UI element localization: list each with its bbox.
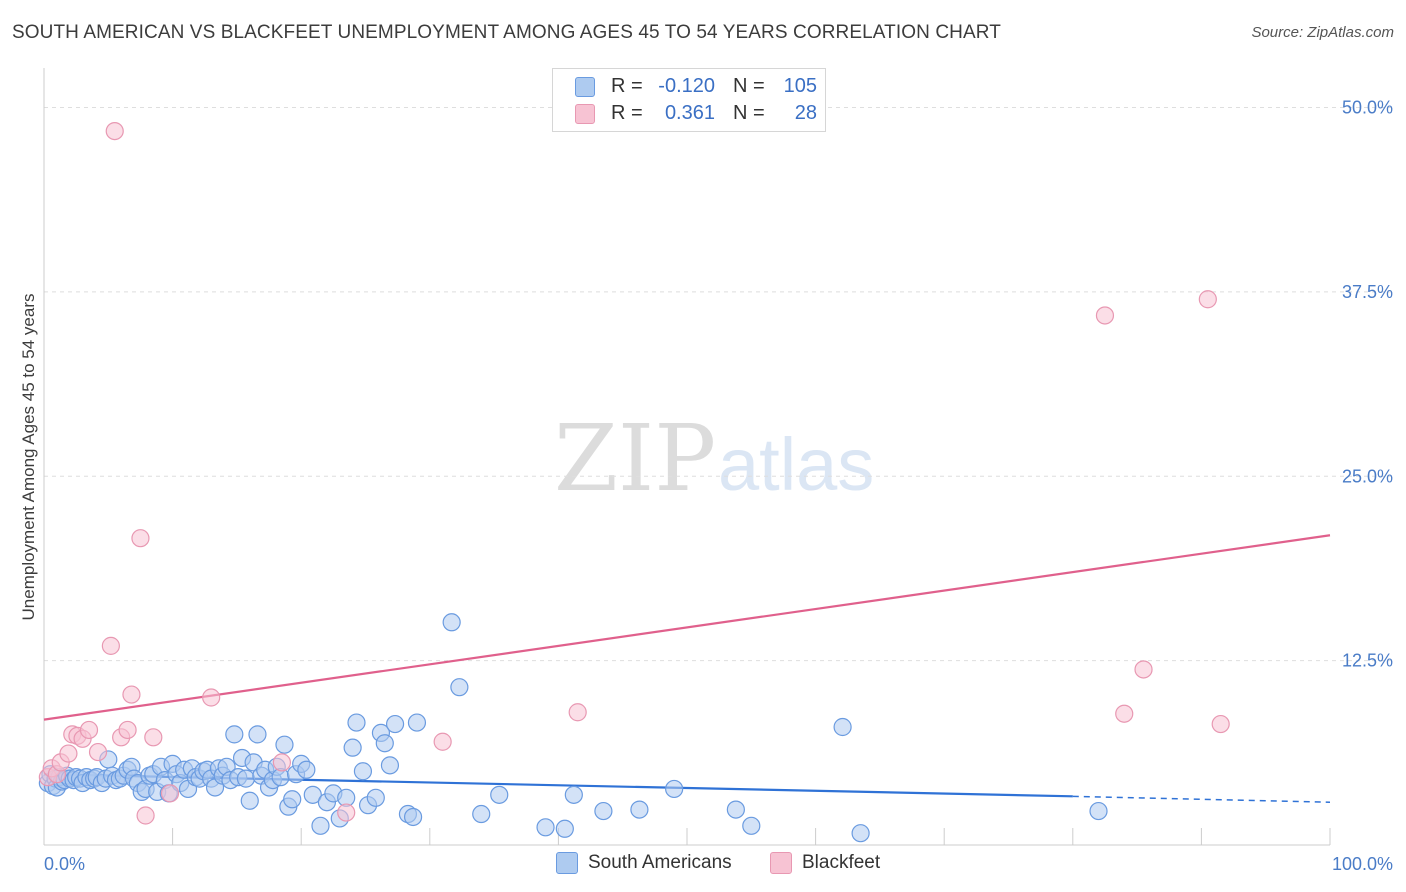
legend-row-south-americans: R = -0.120 N = 105 bbox=[575, 75, 817, 99]
point-blackfeet bbox=[101, 636, 120, 655]
point-south-americans bbox=[225, 725, 244, 744]
point-blackfeet bbox=[568, 703, 587, 722]
point-south-americans bbox=[236, 769, 256, 788]
point-south-americans bbox=[564, 785, 583, 804]
point-blackfeet bbox=[337, 803, 356, 822]
point-blackfeet bbox=[1095, 306, 1115, 325]
point-south-americans bbox=[1089, 801, 1108, 821]
y-tick-label: 25.0% bbox=[1342, 466, 1393, 486]
point-south-americans bbox=[403, 807, 423, 827]
point-blackfeet bbox=[131, 529, 150, 548]
point-blackfeet bbox=[144, 728, 163, 747]
y-tick-labels: 12.5% 25.0% 37.5% 50.0% bbox=[1342, 98, 1393, 671]
point-south-americans bbox=[630, 800, 649, 819]
y-tick-label: 12.5% bbox=[1342, 651, 1393, 671]
point-south-americans bbox=[283, 790, 302, 809]
point-blackfeet bbox=[118, 720, 137, 740]
point-blackfeet bbox=[105, 122, 124, 141]
legend-r-value: 0.361 bbox=[664, 102, 715, 124]
point-blackfeet bbox=[272, 753, 292, 772]
chart-title: SOUTH AMERICAN VS BLACKFEET UNEMPLOYMENT… bbox=[12, 22, 1001, 43]
point-south-americans bbox=[555, 819, 574, 838]
legend-label-blackfeet: Blackfeet bbox=[802, 852, 881, 874]
point-south-americans bbox=[385, 714, 405, 734]
trend-line-blackfeet bbox=[43, 534, 1331, 721]
point-blackfeet bbox=[433, 732, 452, 751]
legend-r-label: R = bbox=[611, 102, 643, 124]
point-south-americans bbox=[353, 762, 373, 781]
point-south-americans bbox=[472, 804, 491, 824]
legend-n-value: 28 bbox=[794, 102, 817, 124]
point-south-americans bbox=[490, 785, 509, 804]
legend-swatch-blackfeet bbox=[770, 852, 792, 874]
point-south-americans bbox=[536, 818, 555, 837]
point-south-americans bbox=[343, 738, 362, 757]
y-tick-label: 50.0% bbox=[1342, 98, 1393, 118]
point-blackfeet bbox=[122, 685, 141, 704]
point-south-americans bbox=[347, 713, 366, 732]
legend-r-label: R = bbox=[611, 75, 643, 97]
legend-n-label: N = bbox=[733, 102, 765, 124]
x-tick-label-min: 0.0% bbox=[44, 854, 85, 874]
point-south-americans bbox=[275, 735, 294, 754]
point-blackfeet bbox=[1134, 660, 1153, 679]
legend-swatch-south-americans bbox=[575, 76, 595, 97]
point-south-americans bbox=[665, 779, 684, 799]
point-south-americans bbox=[594, 801, 613, 821]
point-south-americans bbox=[240, 791, 259, 810]
gridlines bbox=[44, 107, 1392, 662]
point-south-americans bbox=[407, 713, 427, 732]
point-south-americans bbox=[851, 824, 870, 843]
point-blackfeet bbox=[202, 688, 221, 707]
x-tick-label-max: 100.0% bbox=[1332, 854, 1393, 874]
point-blackfeet bbox=[59, 744, 78, 763]
y-tick-label: 37.5% bbox=[1342, 282, 1393, 302]
point-south-americans bbox=[442, 613, 461, 632]
bottom-legend-blackfeet: Blackfeet bbox=[770, 852, 880, 874]
point-south-americans bbox=[726, 800, 745, 819]
legend-label-south-americans: South Americans bbox=[588, 852, 732, 874]
point-blackfeet bbox=[136, 806, 155, 825]
legend-swatch-blackfeet bbox=[575, 103, 595, 124]
point-blackfeet bbox=[1211, 714, 1230, 734]
data-points bbox=[38, 122, 1230, 843]
legend-r-value: -0.120 bbox=[658, 75, 715, 97]
trend-line-extension bbox=[1072, 795, 1331, 803]
point-south-americans bbox=[297, 760, 316, 779]
point-south-americans bbox=[380, 756, 400, 775]
legend-n-label: N = bbox=[733, 75, 765, 97]
point-south-americans bbox=[248, 725, 267, 744]
point-blackfeet bbox=[79, 720, 99, 740]
point-south-americans bbox=[450, 678, 469, 697]
point-blackfeet bbox=[88, 742, 108, 762]
point-blackfeet bbox=[1115, 704, 1134, 723]
legend-row-blackfeet: R = 0.361 N = 28 bbox=[575, 102, 817, 126]
point-south-americans bbox=[303, 785, 322, 804]
point-south-americans bbox=[366, 788, 385, 807]
y-axis-label: Unemployment Among Ages 45 to 54 years bbox=[19, 294, 38, 621]
point-south-americans bbox=[833, 717, 852, 737]
legend-swatch-south-americans bbox=[556, 852, 578, 874]
point-blackfeet bbox=[1198, 290, 1217, 309]
point-blackfeet bbox=[160, 784, 180, 803]
bottom-legend-south-americans: South Americans bbox=[556, 852, 732, 874]
legend-n-value: 105 bbox=[783, 75, 817, 97]
point-south-americans bbox=[375, 734, 394, 753]
watermark-zip: ZIP bbox=[554, 405, 716, 512]
correlation-legend: R = -0.120 N = 105 R = 0.361 N = 28 bbox=[552, 68, 826, 132]
point-south-americans bbox=[311, 816, 330, 835]
watermark-atlas: atlas bbox=[718, 423, 874, 506]
watermark: ZIP atlas bbox=[554, 405, 874, 512]
source-label: Source: ZipAtlas.com bbox=[1251, 24, 1394, 41]
point-south-americans bbox=[742, 816, 761, 835]
